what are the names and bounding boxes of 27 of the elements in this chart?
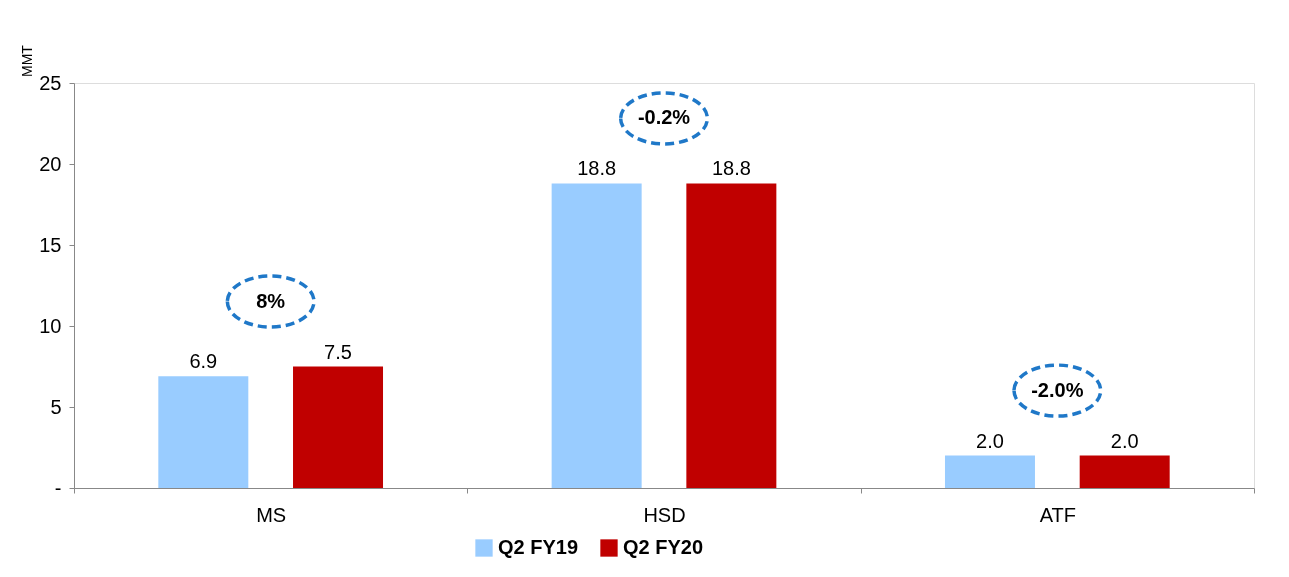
legend-label: Q2 FY20 [623,536,704,558]
data-label: 7.5 [324,340,352,363]
y-tick-label: 20 [39,152,62,175]
data-label: 2.0 [1110,429,1139,452]
x-tick-label: HSD [643,503,686,526]
bar [1079,455,1170,488]
data-label: 6.9 [189,350,218,373]
bar [293,366,384,488]
y-tick-label: 10 [39,314,62,337]
data-label: 2.0 [976,429,1004,452]
bar [158,376,249,488]
y-tick-label: 15 [39,233,62,256]
x-tick-label: ATF [1039,503,1076,526]
x-tick-label: MS [256,503,287,526]
annotation: 8% [256,289,286,312]
data-label: 18.8 [577,157,617,180]
annotation: -2.0% [1031,378,1084,401]
legend-label: Q2 FY19 [498,536,579,558]
y-tick-label: 25 [39,71,62,94]
bar [686,183,777,488]
bar [551,183,642,488]
annotation: -0.2% [637,106,691,129]
bar [944,455,1035,488]
y-axis-title: MMT [19,44,35,77]
y-tick-label: 5 [50,395,62,418]
data-label: 18.8 [711,157,751,180]
y-tick-label: - [54,476,62,499]
